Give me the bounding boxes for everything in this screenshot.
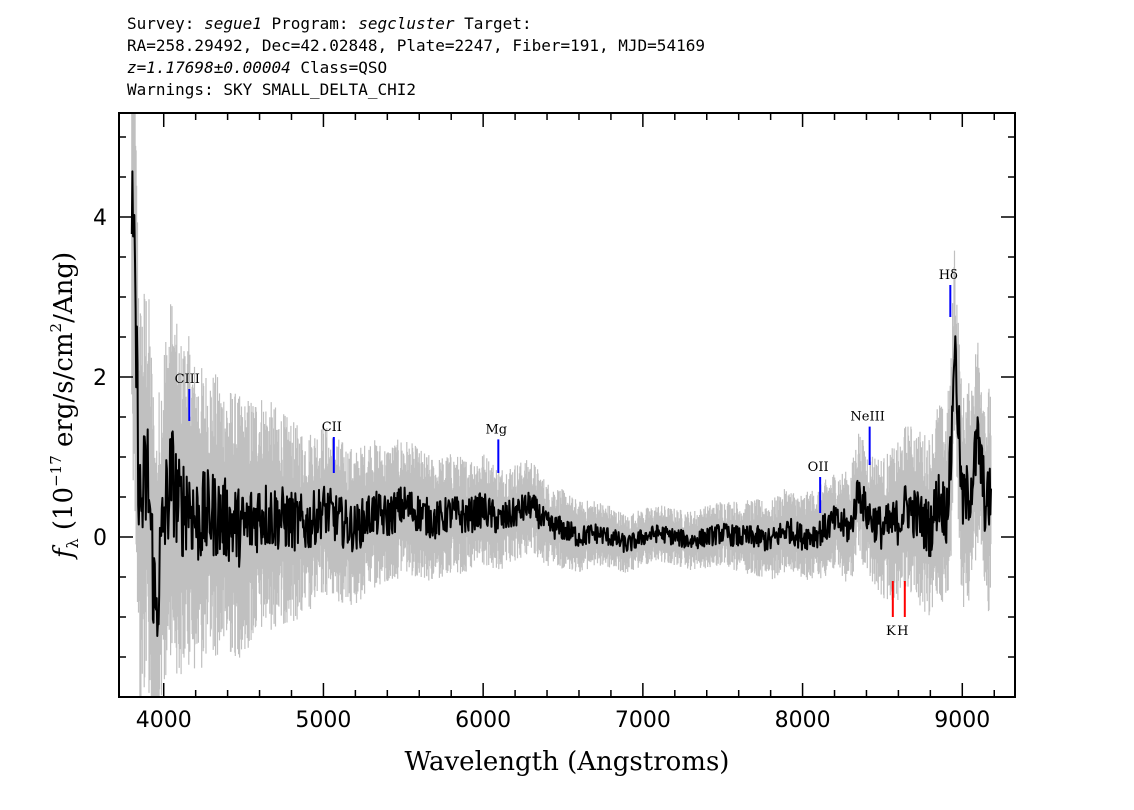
y-tick-label: 2 bbox=[93, 366, 107, 391]
x-tick-label: 9000 bbox=[934, 708, 990, 733]
plot-frame bbox=[118, 112, 1016, 698]
class-value: Class=QSO bbox=[290, 58, 388, 77]
spectrum-header: Survey: segue1 Program: segcluster Targe… bbox=[127, 13, 705, 101]
x-tick-label: 5000 bbox=[295, 708, 351, 733]
header-line-coords: RA=258.29492, Dec=42.02848, Plate=2247, … bbox=[127, 36, 705, 55]
y-tick-label: 4 bbox=[93, 206, 107, 231]
axis-ticks: 4000 5000 6000 7000 8000 9000 0 2 4 bbox=[93, 113, 1015, 733]
x-tick-label: 6000 bbox=[455, 708, 511, 733]
y-axis-label: fλ (10−17 erg/s/cm2/Ang) bbox=[47, 252, 82, 560]
survey-value: segue1 bbox=[204, 14, 262, 33]
emission-line-label: NeIII bbox=[850, 410, 884, 425]
emission-line-label: OII bbox=[808, 460, 829, 475]
emission-line-label: CIII bbox=[175, 372, 200, 387]
program-label: Program: bbox=[261, 14, 359, 33]
emission-line-label: Hδ bbox=[939, 268, 958, 283]
flux-line bbox=[130, 170, 992, 637]
y-label-exp1: −17 bbox=[47, 455, 65, 487]
y-label-mid: erg/s/cm bbox=[49, 332, 79, 455]
y-tick-label: 0 bbox=[93, 526, 107, 551]
y-label-suffix: /Ang) bbox=[49, 252, 79, 323]
target-label: Target: bbox=[454, 14, 532, 33]
flux-series bbox=[130, 170, 992, 637]
error-series bbox=[131, 113, 992, 697]
x-tick-label: 7000 bbox=[615, 708, 671, 733]
x-axis-label: Wavelength (Angstroms) bbox=[405, 747, 730, 777]
redshift-value: z=1.17698±0.00004 bbox=[127, 58, 291, 77]
x-tick-label: 8000 bbox=[775, 708, 831, 733]
y-label-prefix: (10 bbox=[49, 487, 79, 539]
survey-label: Survey: bbox=[127, 14, 205, 33]
x-tick-label: 4000 bbox=[136, 708, 192, 733]
emission-line-label: CII bbox=[322, 420, 342, 435]
y-label-lambda: λ bbox=[63, 538, 82, 548]
y-label-exp2: 2 bbox=[47, 323, 65, 333]
header-line-survey: Survey: segue1 Program: segcluster Targe… bbox=[127, 13, 705, 35]
program-value: segcluster bbox=[358, 14, 455, 33]
spectral-line-markers: CIII CII Mg OII NeIII Hδ K H bbox=[175, 268, 958, 639]
error-band bbox=[131, 113, 992, 697]
emission-line-label: Mg bbox=[486, 422, 508, 437]
absorption-line-label: H bbox=[897, 624, 908, 639]
absorption-line-label: K bbox=[886, 624, 896, 639]
header-line-redshift: z=1.17698±0.00004 Class=QSO bbox=[127, 57, 705, 79]
header-line-warnings: Warnings: SKY SMALL_DELTA_CHI2 bbox=[127, 80, 416, 99]
